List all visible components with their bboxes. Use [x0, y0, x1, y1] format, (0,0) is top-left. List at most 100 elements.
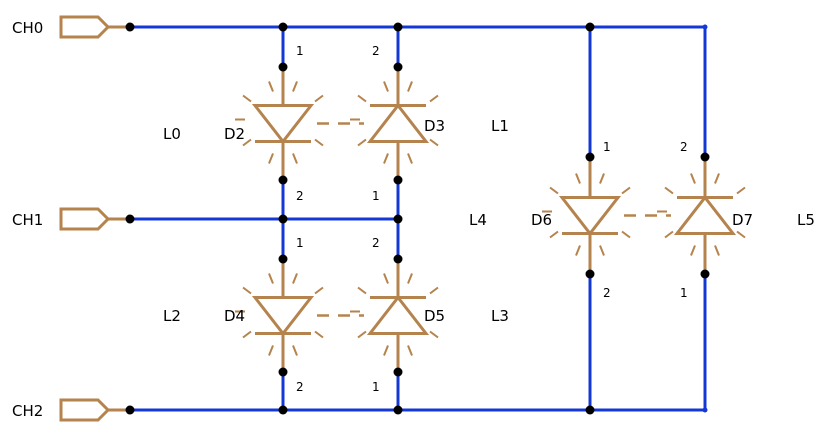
led-label-d4: L2: [163, 307, 181, 325]
pin-label-d7-bottom: 1: [680, 286, 688, 300]
light-ray: [736, 230, 746, 239]
led-diode-d5[interactable]: [350, 254, 439, 377]
diode-triangle: [673, 195, 737, 235]
light-ray: [664, 230, 674, 239]
pin-dot: [585, 269, 595, 279]
light-ray: [429, 94, 439, 103]
light-ray: [575, 245, 581, 256]
led-diode-d3[interactable]: [350, 62, 439, 185]
light-ray: [407, 345, 413, 356]
port-ch0-symbol: [59, 15, 111, 39]
light-ray: [575, 173, 581, 184]
designator-d2: D2: [224, 125, 245, 143]
pin-dot: [278, 254, 288, 264]
led-diode-d2[interactable]: [235, 62, 324, 185]
light-ray: [383, 273, 389, 284]
diode-triangle: [558, 196, 622, 236]
led-label-d7: L5: [797, 211, 815, 229]
port-ch2-dot: [125, 405, 135, 415]
light-ray: [268, 153, 274, 164]
light-ray: [714, 173, 720, 184]
light-ray: [664, 186, 674, 195]
pin-label-d6-top: 1: [603, 140, 611, 154]
junction-dot: [393, 405, 403, 415]
designator-d3: D3: [424, 117, 445, 135]
pin-label-d3-top: 2: [372, 44, 380, 58]
light-ray: [429, 286, 439, 295]
light-ray: [357, 286, 367, 295]
light-ray: [429, 330, 439, 339]
pin-label-d5-bottom: 1: [372, 380, 380, 394]
diode-triangle: [366, 103, 430, 143]
light-ray: [621, 186, 631, 195]
junction-dot: [278, 22, 288, 32]
pin-label-d7-top: 2: [680, 140, 688, 154]
led-label-d2: L0: [163, 125, 181, 143]
diode-triangle: [251, 104, 315, 144]
junction-dot: [585, 22, 595, 32]
pin-label-d5-top: 2: [372, 236, 380, 250]
junctions: [278, 22, 708, 415]
light-ray: [314, 286, 324, 295]
led-diode-d7[interactable]: [657, 152, 746, 279]
pin-dot: [393, 367, 403, 377]
port-ch0[interactable]: CH0: [12, 15, 135, 39]
led-diode-d6[interactable]: [542, 152, 631, 279]
light-ray: [599, 173, 605, 184]
port-ch1[interactable]: CH1: [12, 207, 135, 231]
diode-triangle: [366, 295, 430, 335]
light-ray: [242, 94, 252, 103]
port-ch1-label: CH1: [12, 211, 43, 229]
light-ray: [292, 81, 298, 92]
light-ray: [714, 245, 720, 256]
light-ray: [383, 81, 389, 92]
light-ray: [357, 94, 367, 103]
light-ray: [268, 345, 274, 356]
port-ch0-dot: [125, 22, 135, 32]
light-ray: [599, 245, 605, 256]
pin-dot: [700, 269, 710, 279]
pin-dot: [393, 62, 403, 72]
designator-d7: D7: [732, 211, 753, 229]
light-ray: [357, 330, 367, 339]
diode-labels: L0 D2 1 2 D3 L1 2 1 L2 D4 1 2 D5 L3 2 1 …: [163, 44, 815, 394]
port-ch2[interactable]: CH2: [12, 398, 135, 422]
light-ray: [736, 186, 746, 195]
light-ray: [407, 153, 413, 164]
pin-label-d4-bottom: 2: [296, 380, 304, 394]
junction-dot: [393, 22, 403, 32]
led-diode-d4[interactable]: [235, 254, 324, 377]
wires: [128, 25, 707, 412]
diodes: [235, 62, 746, 377]
ports: CH0 CH1 CH2: [12, 15, 135, 422]
junction-dot: [278, 214, 288, 224]
led-label-d3: L1: [491, 117, 509, 135]
light-ray: [314, 94, 324, 103]
pin-label-d3-bottom: 1: [372, 189, 380, 203]
light-ray: [242, 286, 252, 295]
port-ch1-symbol: [59, 207, 111, 231]
light-ray: [292, 273, 298, 284]
pin-dot: [393, 254, 403, 264]
designator-d6: D6: [531, 211, 552, 229]
junction-dot: [278, 405, 288, 415]
junction-dot: [393, 214, 403, 224]
light-ray: [268, 81, 274, 92]
junction-dot: [585, 405, 595, 415]
light-ray: [690, 173, 696, 184]
light-ray: [292, 153, 298, 164]
pin-dot: [700, 152, 710, 162]
light-ray: [242, 330, 252, 339]
port-ch1-dot: [125, 214, 135, 224]
pin-label-d2-top: 1: [296, 44, 304, 58]
light-ray: [357, 138, 367, 147]
pin-label-d2-bottom: 2: [296, 189, 304, 203]
wire-corner: [702, 24, 708, 30]
pin-dot: [278, 175, 288, 185]
light-ray: [407, 81, 413, 92]
light-ray: [549, 186, 559, 195]
designator-d4: D4: [224, 307, 245, 325]
designator-d5: D5: [424, 307, 445, 325]
pin-dot: [585, 152, 595, 162]
port-ch2-symbol: [59, 398, 111, 422]
